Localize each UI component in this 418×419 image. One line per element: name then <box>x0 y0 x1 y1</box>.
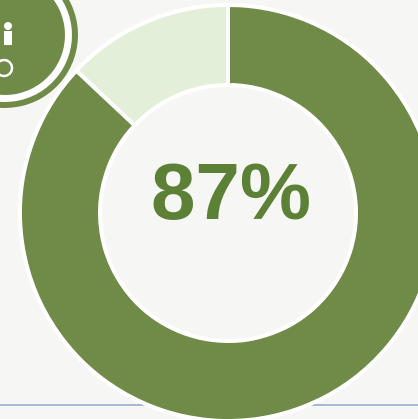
logo-badge <box>0 0 78 108</box>
donut <box>18 2 418 419</box>
center-label: 87% <box>151 147 311 236</box>
badge-fill <box>0 0 65 95</box>
icon-head <box>4 22 12 30</box>
donut-segment <box>18 2 418 419</box>
icon-wheel <box>0 58 14 78</box>
icon-body <box>4 31 12 45</box>
donut-segment <box>73 2 230 129</box>
